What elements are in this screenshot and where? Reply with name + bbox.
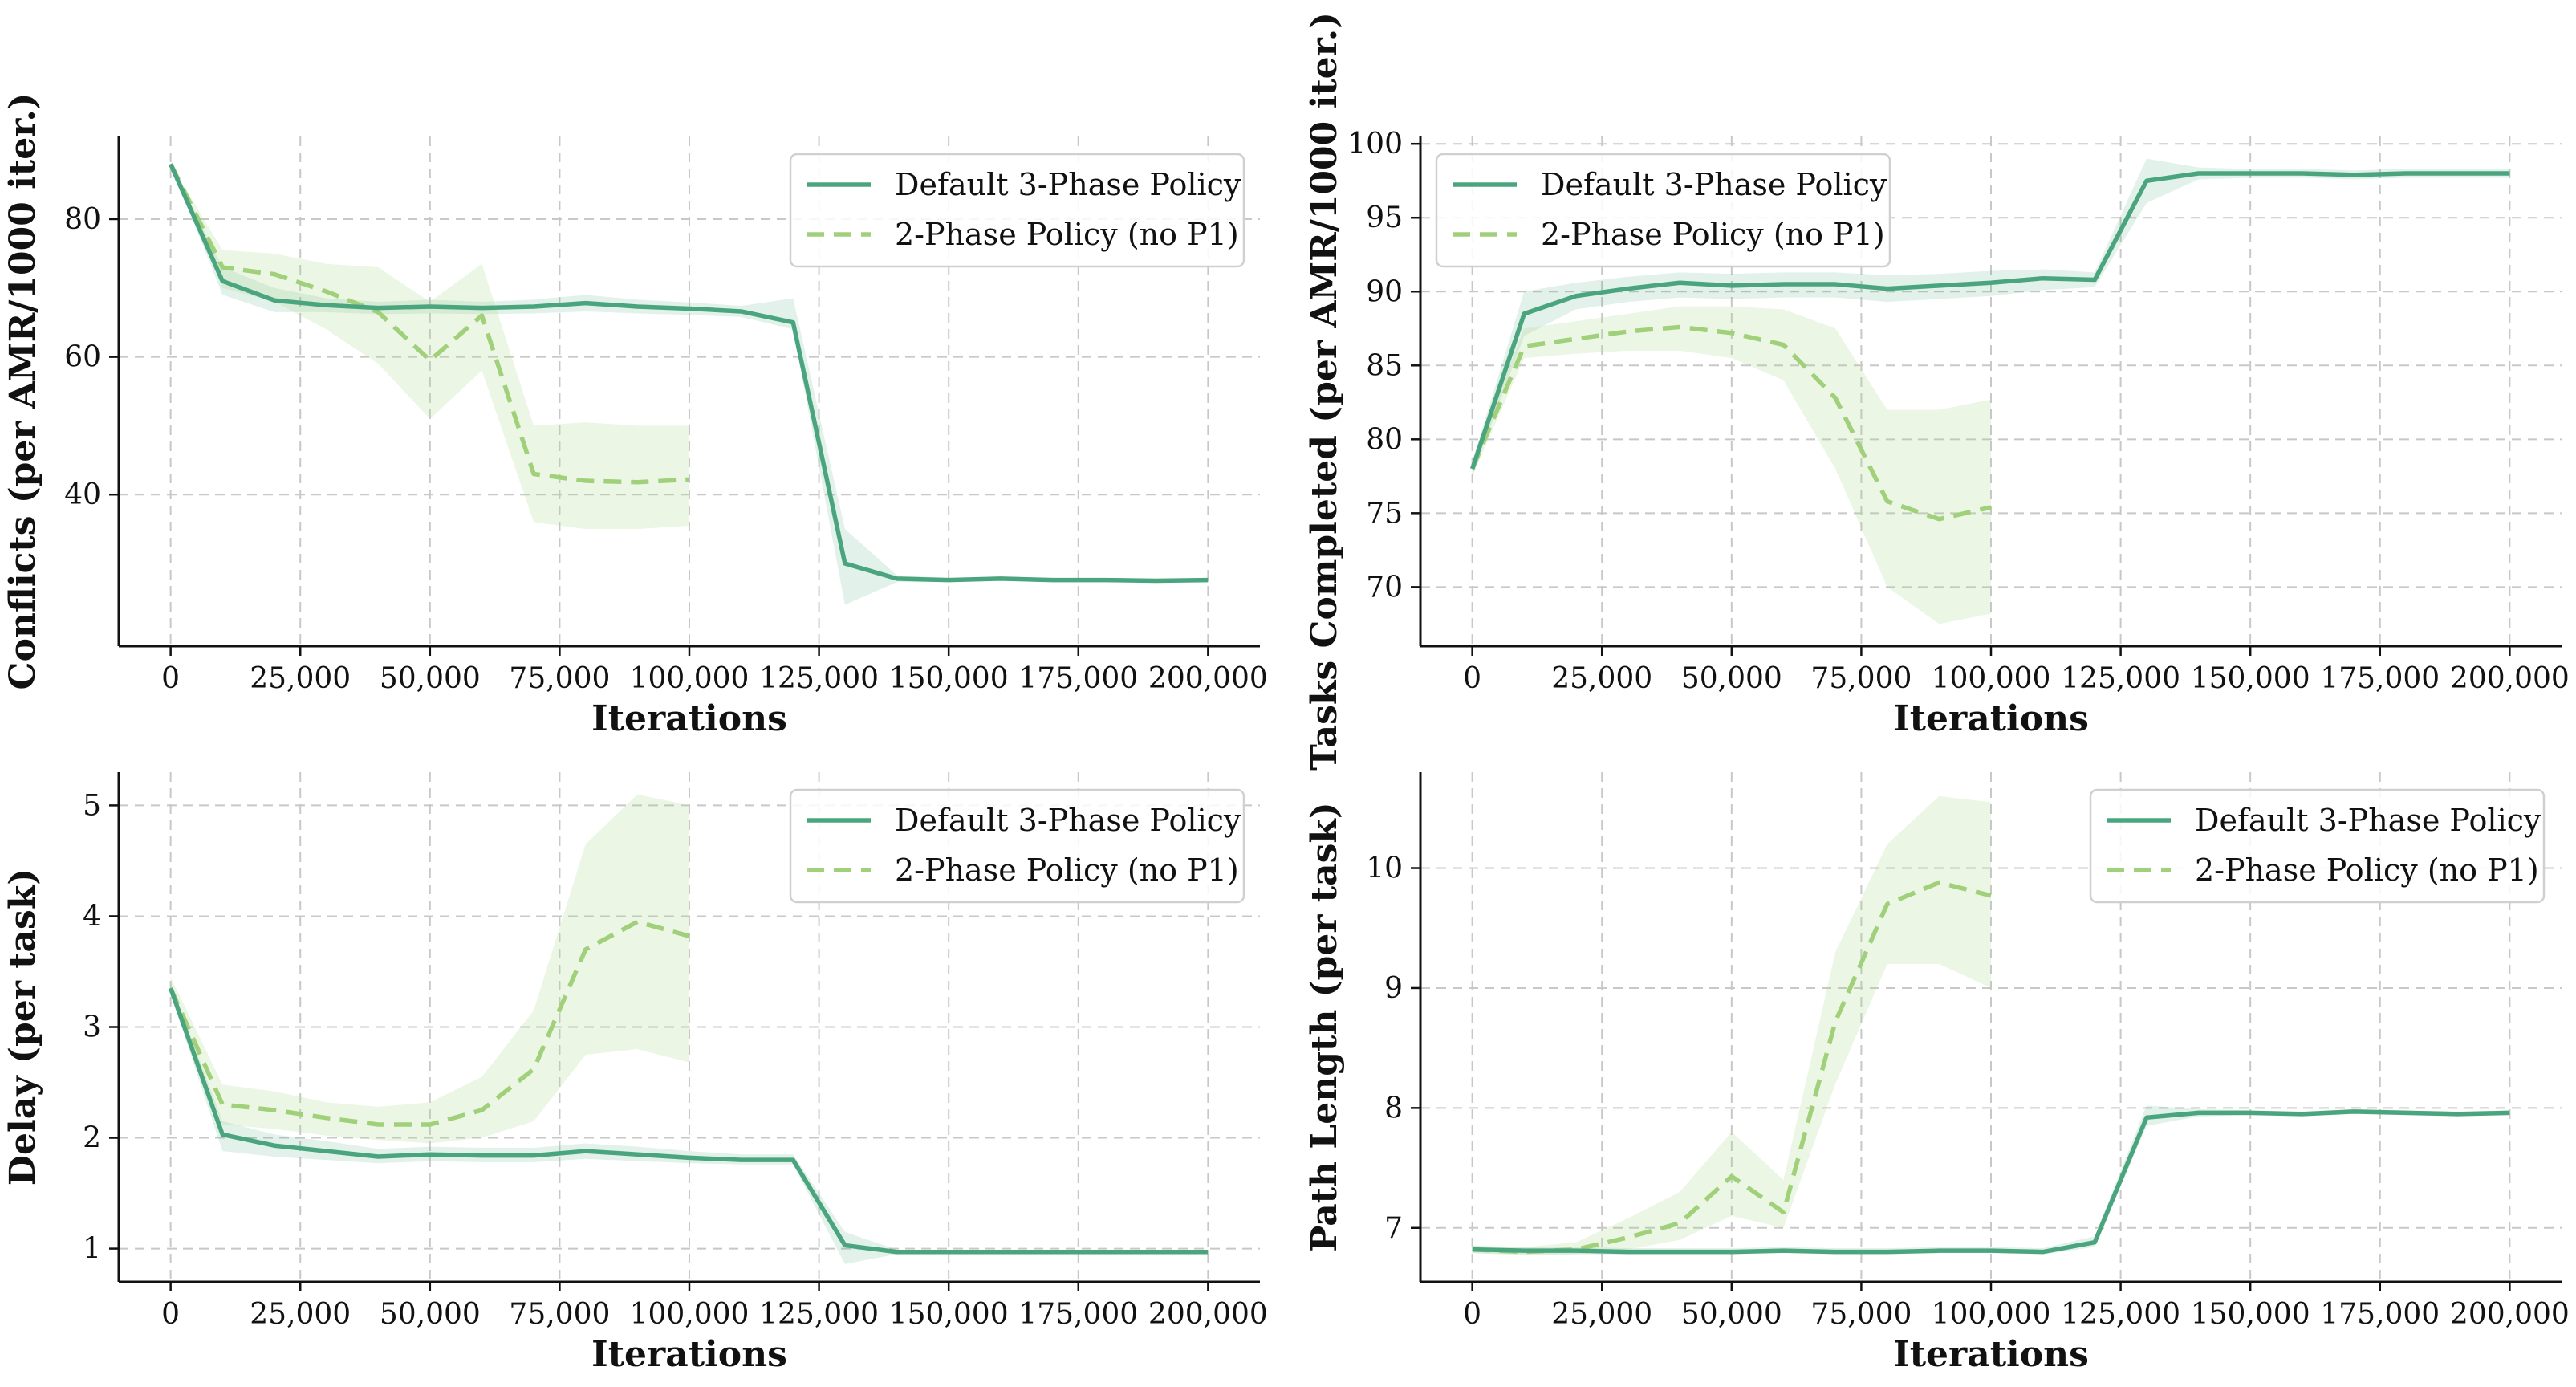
x-tick-label: 200,000 [1148,1298,1268,1331]
x-axis-label: Iterations [591,698,787,739]
series-line-default-3-phase [1472,1109,2510,1255]
x-tick-label: 100,000 [630,662,750,695]
y-tick-label: 10 [1366,852,1403,885]
band-2-phase [170,794,690,1144]
y-tick-label: 4 [83,900,101,933]
y-tick-label: 60 [64,341,101,374]
x-tick-label: 75,000 [1810,662,1912,695]
y-tick-label: 3 [83,1011,101,1044]
series-line-default-3-phase [1470,171,2510,470]
legend-box [789,153,1245,268]
y-tick-label: 2 [83,1122,101,1155]
y-tick-label: 70 [1366,571,1403,604]
legend-label-default-3-phase: Default 3-Phase Policy [2195,803,2541,838]
y-tick-label: 95 [1366,201,1403,234]
y-tick-label: 5 [83,789,101,822]
series-line-default-3-phase [169,987,1209,1255]
y-tick-label: 75 [1366,497,1403,530]
legend-label-2-phase: 2-Phase Policy (no P1) [895,852,1239,888]
legend-label-default-3-phase: Default 3-Phase Policy [895,803,1241,838]
y-tick-label: 9 [1384,972,1403,1005]
x-tick-label: 50,000 [380,1298,481,1331]
series-line-2-phase [169,919,690,1127]
legend-box [1435,153,1891,268]
x-tick-label: 50,000 [1681,1298,1782,1331]
y-tick-label: 80 [64,203,101,236]
panel-tasks-completed: 0 25,000 50,000 75,000 100,000 125,000 150,000… [1304,12,2570,771]
x-tick-label: 125,000 [2061,662,2180,695]
y-tick-label: 7 [1384,1212,1403,1245]
panel-path-length: 0 25,000 50,000 75,000 100,000 125,000 150,000… [1304,772,2570,1375]
y-tick-label: 8 [1384,1092,1403,1125]
x-tick-label: 200,000 [1148,662,1268,695]
x-tick-label: 75,000 [1810,1298,1912,1331]
legend-label-default-3-phase: Default 3-Phase Policy [895,167,1241,202]
x-tick-label: 150,000 [889,1298,1009,1331]
legend-box [2089,788,2546,904]
y-tick-label: 100 [1347,128,1403,161]
panel-conflicts: 0 25,000 50,000 75,000 100,000 125,000 150,000… [2,93,1268,739]
y-tick-label: 85 [1366,349,1403,382]
x-tick-label: 100,000 [1932,1298,2051,1331]
x-tick-label: 200,000 [2450,1298,2570,1331]
y-axis-label: Tasks Completed (per AMR/1000 iter.) [1304,12,1345,771]
y-axis-label: Conflicts (per AMR/1000 iter.) [2,93,43,690]
x-tick-label: 50,000 [1681,662,1782,695]
x-tick-label: 100,000 [630,1298,750,1331]
x-tick-label: 0 [1463,1298,1481,1331]
x-tick-label: 25,000 [250,1298,351,1331]
y-tick-label: 90 [1366,275,1403,308]
x-tick-label: 75,000 [509,1298,610,1331]
x-tick-label: 0 [161,662,180,695]
x-tick-label: 175,000 [2320,662,2440,695]
x-tick-label: 200,000 [2450,662,2570,695]
x-tick-label: 175,000 [1018,662,1138,695]
x-tick-label: 0 [1463,662,1481,695]
band-2-phase [1472,795,1991,1256]
x-tick-label: 150,000 [2191,662,2310,695]
x-tick-label: 0 [161,1298,180,1331]
y-tick-label: 1 [83,1233,101,1266]
band-2-phase [1472,306,1991,624]
x-axis-label: Iterations [591,1334,787,1375]
y-axis-label: Delay (per task) [2,868,43,1186]
x-tick-label: 25,000 [1551,1298,1652,1331]
x-tick-label: 175,000 [2320,1298,2440,1331]
band-2-phase [170,164,690,530]
x-axis-label: Iterations [1893,1334,2089,1375]
legend-label-2-phase: 2-Phase Policy (no P1) [2195,852,2539,888]
series-line-2-phase [1470,324,1992,522]
x-tick-label: 125,000 [2061,1298,2180,1331]
x-tick-label: 125,000 [759,1298,879,1331]
legend-label-2-phase: 2-Phase Policy (no P1) [895,217,1239,252]
y-axis-label: Path Length (per task) [1304,802,1345,1251]
x-axis-label: Iterations [1893,698,2089,739]
x-tick-label: 150,000 [889,662,1009,695]
x-tick-label: 25,000 [250,662,351,695]
series-line-2-phase [169,163,690,485]
y-tick-label: 40 [64,478,101,511]
x-tick-label: 175,000 [1018,1298,1138,1331]
x-tick-label: 125,000 [759,662,879,695]
legend-label-2-phase: 2-Phase Policy (no P1) [1541,217,1885,252]
x-tick-label: 50,000 [380,662,481,695]
x-tick-label: 150,000 [2191,1298,2310,1331]
x-tick-label: 25,000 [1551,662,1652,695]
legend-label-default-3-phase: Default 3-Phase Policy [1541,167,1887,202]
y-tick-label: 80 [1366,423,1403,456]
x-tick-label: 75,000 [509,662,610,695]
legend-box [789,788,1245,904]
series-line-default-3-phase [169,163,1209,584]
panel-delay: 0 25,000 50,000 75,000 100,000 125,000 150,000… [2,772,1268,1375]
x-tick-label: 100,000 [1932,662,2051,695]
